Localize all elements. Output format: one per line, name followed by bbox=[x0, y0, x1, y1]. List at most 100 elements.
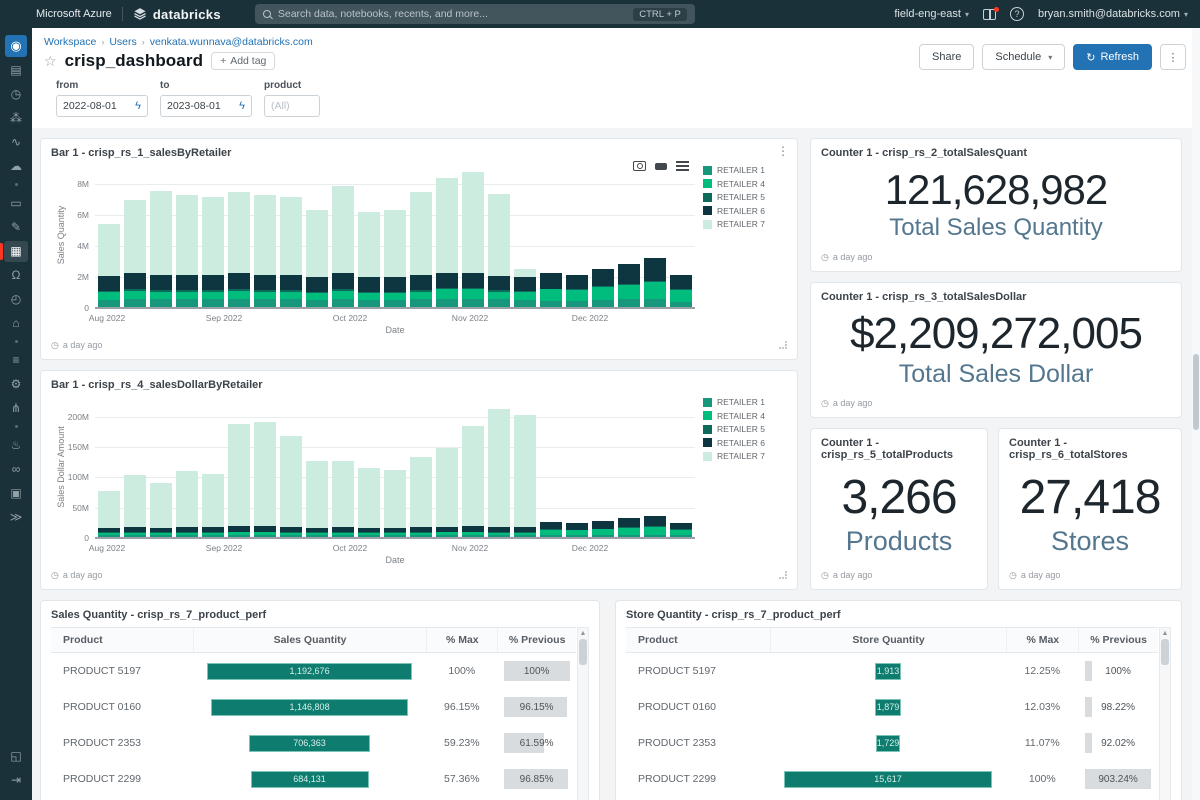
product-filter-field[interactable] bbox=[264, 95, 320, 117]
sidebar-item-serving[interactable]: ≫ bbox=[4, 507, 28, 528]
quantity-cell: 706,363 bbox=[193, 735, 427, 752]
bar-segment bbox=[462, 289, 484, 298]
refresh-icon: ↻ bbox=[1086, 51, 1095, 64]
sidebar-item-feature-store[interactable]: ∞ bbox=[4, 459, 28, 480]
user-menu[interactable]: bryan.smith@databricks.com▾ bbox=[1038, 8, 1188, 20]
main-area: Workspace›Users›venkata.wunnava@databric… bbox=[32, 28, 1200, 800]
product-filter-input[interactable] bbox=[271, 100, 335, 112]
sidebar-item-delta-live-tables[interactable]: ⋔ bbox=[4, 398, 28, 419]
camera-icon[interactable] bbox=[633, 161, 646, 171]
stacked-bar bbox=[176, 169, 198, 307]
breadcrumb-link[interactable]: Users bbox=[109, 36, 136, 48]
to-date-field[interactable]: ϟ bbox=[160, 95, 252, 117]
add-tag-button[interactable]: + Add tag bbox=[211, 52, 275, 70]
bar-segment bbox=[228, 424, 250, 527]
sidebar-item-alerts[interactable]: Ω bbox=[4, 265, 28, 286]
bar-segment bbox=[150, 191, 172, 275]
scrollbar-thumb[interactable] bbox=[1161, 639, 1169, 665]
legend-item[interactable]: RETAILER 4 bbox=[703, 411, 787, 421]
refresh-button[interactable]: ↻Refresh bbox=[1073, 44, 1152, 70]
to-date-input[interactable] bbox=[167, 100, 231, 112]
stacked-bar bbox=[514, 401, 536, 537]
sidebar-item-data-ingestion[interactable]: ⚙ bbox=[4, 374, 28, 395]
chart-legend: RETAILER 1 RETAILER 4 RETAILER 5 RETAILER 6… bbox=[703, 165, 787, 229]
scroll-up-arrow[interactable]: ▲ bbox=[580, 630, 587, 637]
sidebar-item-new[interactable]: ◉ bbox=[5, 35, 27, 57]
counter-label: Products bbox=[846, 526, 953, 557]
menu-icon[interactable] bbox=[676, 161, 689, 171]
legend-item[interactable]: RETAILER 7 bbox=[703, 451, 787, 461]
notification-dot bbox=[994, 7, 999, 12]
favorite-star-icon[interactable]: ☆ bbox=[44, 53, 57, 70]
stacked-bar bbox=[280, 401, 302, 537]
bar-segment bbox=[540, 522, 562, 529]
breadcrumb-link[interactable]: Workspace bbox=[44, 36, 96, 48]
sidebar-item-compute[interactable]: ☁ bbox=[4, 156, 28, 177]
legend-label: RETAILER 4 bbox=[717, 179, 765, 189]
pct-previous-chip: 903.24% bbox=[1085, 769, 1151, 789]
refresh-time-icon: ◷ bbox=[51, 570, 59, 581]
schedule-button[interactable]: Schedule▾ bbox=[982, 44, 1065, 70]
databricks-logo[interactable]: databricks bbox=[133, 7, 221, 22]
scroll-up-arrow[interactable]: ▲ bbox=[1162, 630, 1169, 637]
scrollbar-thumb[interactable] bbox=[579, 639, 587, 665]
more-options-button[interactable]: ⋮ bbox=[1160, 44, 1186, 70]
breadcrumb-link[interactable]: venkata.wunnava@databricks.com bbox=[150, 36, 313, 48]
bar-segment bbox=[254, 195, 276, 275]
legend-item[interactable]: RETAILER 1 bbox=[703, 397, 787, 407]
bar-segment bbox=[618, 264, 640, 284]
pct-previous-chip: 98.22% bbox=[1085, 697, 1151, 717]
quantity-cell: 1,729 bbox=[770, 735, 1007, 752]
resize-handle[interactable] bbox=[779, 341, 787, 349]
sidebar-item-workflows[interactable]: ∿ bbox=[4, 132, 28, 153]
legend-item[interactable]: RETAILER 7 bbox=[703, 219, 787, 229]
bar-segment bbox=[644, 535, 666, 537]
sidebar-item-recents[interactable]: ◷ bbox=[4, 84, 28, 105]
from-date-field[interactable]: ϟ bbox=[56, 95, 148, 117]
whats-new-icon[interactable] bbox=[983, 9, 996, 20]
y-tick-label: 100M bbox=[68, 472, 89, 482]
legend-item[interactable]: RETAILER 6 bbox=[703, 206, 787, 216]
help-icon[interactable]: ? bbox=[1010, 7, 1024, 21]
legend-item[interactable]: RETAILER 1 bbox=[703, 165, 787, 175]
table-card-store-quantity: Store Quantity - crisp_rs_7_product_perf… bbox=[615, 600, 1182, 800]
table-scrollbar: ▲ bbox=[577, 627, 589, 800]
sidebar-item-experiments[interactable]: ♨ bbox=[4, 435, 28, 456]
sidebar-item-exit[interactable]: ⇥ bbox=[4, 770, 28, 791]
sidebar-item-job-runs[interactable]: ≡ bbox=[4, 350, 28, 371]
sidebar-item-sql-editor[interactable]: ▭ bbox=[4, 193, 28, 214]
workspace-selector[interactable]: field-eng-east▾ bbox=[894, 8, 969, 20]
sidebar-item-query-history[interactable]: ◴ bbox=[4, 289, 28, 310]
share-button[interactable]: Share bbox=[919, 44, 974, 70]
sidebar-separator bbox=[15, 183, 18, 186]
legend-item[interactable]: RETAILER 5 bbox=[703, 192, 787, 202]
sidebar-item-queries[interactable]: ✎ bbox=[4, 217, 28, 238]
lightning-icon: ϟ bbox=[135, 100, 141, 112]
kebab-menu-icon[interactable]: ⋮ bbox=[777, 145, 789, 157]
table-card-sales-quantity: Sales Quantity - crisp_rs_7_product_perf… bbox=[40, 600, 600, 800]
bar-segment bbox=[306, 300, 328, 307]
pct-max-cell: 12.25% bbox=[1006, 665, 1078, 677]
stacked-bar bbox=[202, 169, 224, 307]
bar-segment bbox=[462, 172, 484, 272]
legend-item[interactable]: RETAILER 5 bbox=[703, 424, 787, 434]
to-filter-label: to bbox=[160, 80, 252, 91]
x-tick-label: Dec 2022 bbox=[572, 543, 608, 553]
sidebar-item-workspace[interactable]: ▤ bbox=[4, 60, 28, 81]
from-date-input[interactable] bbox=[63, 100, 127, 112]
bar-segment bbox=[644, 299, 666, 307]
resize-handle[interactable] bbox=[779, 571, 787, 579]
bar-segment bbox=[358, 468, 380, 528]
legend-item[interactable]: RETAILER 6 bbox=[703, 438, 787, 448]
legend-item[interactable]: RETAILER 4 bbox=[703, 179, 787, 189]
pct-previous-cell: 61.59% bbox=[497, 733, 576, 753]
page-scrollbar-thumb[interactable] bbox=[1193, 354, 1199, 430]
sidebar-item-sql-warehouses[interactable]: ⌂ bbox=[4, 313, 28, 334]
sidebar-item-expand[interactable]: ◱ bbox=[4, 746, 28, 767]
sidebar-item-catalog[interactable]: ⁂ bbox=[4, 108, 28, 129]
sidebar-item-dashboards[interactable]: ▦ bbox=[4, 241, 28, 262]
sidebar-item-models[interactable]: ▣ bbox=[4, 483, 28, 504]
counter-value: 27,418 bbox=[1020, 473, 1161, 523]
search-input[interactable]: Search data, notebooks, recents, and mor… bbox=[255, 4, 695, 24]
pan-icon[interactable] bbox=[655, 163, 667, 170]
